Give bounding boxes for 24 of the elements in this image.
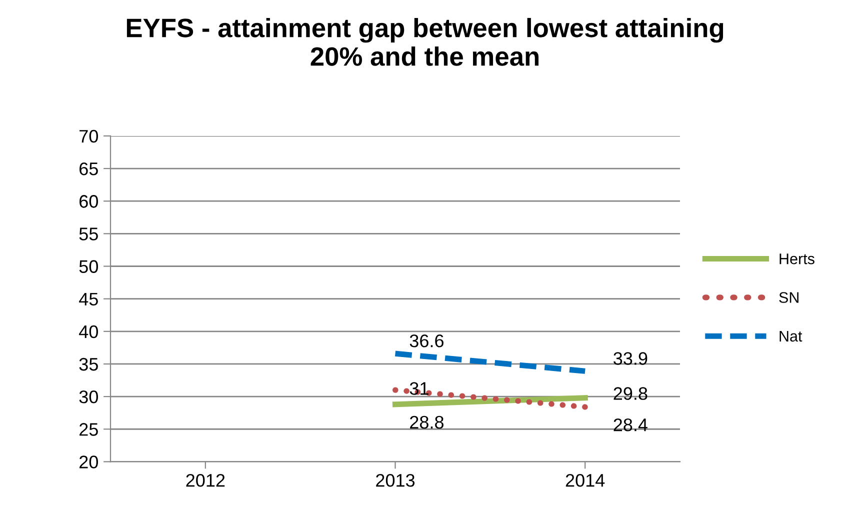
y-tick-label: 35: [79, 358, 98, 371]
y-tick-label: 40: [79, 325, 98, 338]
data-label: 36.6: [410, 334, 444, 348]
chart-title: EYFS - attainment gap between lowest attaining 20% and the mean: [126, 18, 724, 66]
y-tick-label: 30: [79, 390, 98, 404]
data-label: 28.4: [614, 418, 648, 432]
y-tick-label: 60: [80, 195, 98, 208]
x-tick-label: 2014: [566, 474, 605, 487]
y-tick-label: 55: [79, 228, 98, 240]
data-label: 33.9: [614, 352, 648, 365]
data-label: 29.8: [614, 387, 648, 400]
legend-label: Nat: [780, 330, 802, 342]
y-tick-label: 65: [80, 162, 98, 176]
legend-label: SN: [779, 292, 798, 303]
data-label: 31: [410, 382, 428, 395]
y-tick-label: 25: [80, 423, 98, 436]
x-tick-label: 2013: [376, 474, 415, 487]
y-tick-label: 20: [80, 456, 98, 468]
y-tick-label: 70: [80, 130, 98, 143]
y-tick-label: 45: [79, 292, 98, 306]
data-label: 28.8: [410, 416, 444, 429]
x-tick-label: 2012: [186, 474, 225, 487]
y-tick-label: 50: [79, 260, 98, 273]
legend-label: Herts: [780, 254, 814, 264]
